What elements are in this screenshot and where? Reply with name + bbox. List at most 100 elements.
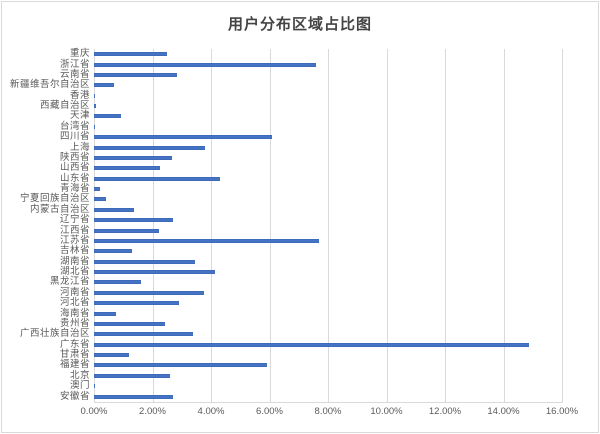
bar-row: 黑龙江省 bbox=[50, 277, 562, 287]
bar bbox=[94, 145, 206, 150]
bar-row: 重庆 bbox=[70, 49, 562, 59]
gridline bbox=[269, 49, 271, 403]
category-label: 上海 bbox=[69, 141, 90, 153]
bar bbox=[94, 166, 161, 171]
bar-row: 河南省 bbox=[60, 287, 562, 298]
bar bbox=[94, 83, 115, 88]
bar-row: 青海省 bbox=[60, 184, 562, 194]
category-label: 江西省 bbox=[59, 224, 90, 236]
plot-area: 重庆 浙江省 云南省 新疆维吾尔自治区 香港 西藏自治区 天津 台湾省 四川省 上海 陕西省 山西省山… bbox=[10, 49, 563, 403]
category-label: 北京 bbox=[69, 369, 90, 381]
bar-row: 江西省 bbox=[60, 225, 562, 235]
category-label: 贵州省 bbox=[59, 317, 90, 329]
category-label: 福建省 bbox=[59, 359, 90, 371]
bar-row: 北京 bbox=[70, 370, 562, 381]
bar-row: 安徽省 bbox=[60, 391, 562, 401]
bar bbox=[94, 62, 317, 67]
bar-row: 福建省 bbox=[60, 360, 562, 370]
bar bbox=[94, 321, 166, 326]
category-label: 重庆 bbox=[69, 48, 90, 60]
bar bbox=[94, 249, 132, 254]
category-label: 安徽省 bbox=[59, 390, 90, 402]
bar bbox=[94, 207, 134, 212]
bar bbox=[94, 280, 142, 285]
bar bbox=[94, 155, 173, 160]
category-label: 台湾省 bbox=[59, 120, 90, 132]
bar-row: 辽宁省 bbox=[60, 215, 562, 225]
bar-row: 四川省 bbox=[60, 132, 562, 142]
chart-title: 用户分布区域占比图 bbox=[227, 16, 372, 33]
bar-row: 广东省 bbox=[60, 339, 562, 350]
bar bbox=[94, 238, 320, 243]
gridline bbox=[94, 49, 95, 403]
bar-row: 内蒙古自治区 bbox=[30, 204, 562, 215]
category-label: 黑龙江省 bbox=[49, 276, 90, 288]
category-label: 浙江省 bbox=[59, 58, 90, 70]
bar bbox=[94, 342, 529, 347]
category-label: 湖南省 bbox=[59, 255, 90, 267]
bar-row: 贵州省 bbox=[60, 318, 562, 329]
category-label: 宁夏回族自治区 bbox=[19, 193, 90, 205]
x-tick-label: 8.00% bbox=[314, 406, 342, 417]
bar-row: 云南省 bbox=[60, 69, 562, 80]
category-label: 云南省 bbox=[59, 68, 90, 80]
category-label: 四川省 bbox=[59, 131, 90, 143]
bar bbox=[94, 176, 221, 181]
bar-row: 澳门 bbox=[70, 381, 562, 391]
bar bbox=[94, 363, 267, 368]
bar bbox=[94, 259, 195, 264]
bar-row: 台湾省 bbox=[60, 121, 562, 132]
category-label: 甘肃省 bbox=[59, 349, 90, 361]
bar-row: 甘肃省 bbox=[60, 350, 562, 360]
category-label: 广西壮族自治区 bbox=[19, 328, 90, 340]
bar-row: 湖南省 bbox=[60, 256, 562, 267]
bar bbox=[94, 228, 159, 233]
bar bbox=[94, 197, 106, 202]
bar-rows: 重庆 浙江省 云南省 新疆维吾尔自治区 香港 西藏自治区 天津 台湾省 四川省 上海 陕西省 山西省山… bbox=[10, 49, 562, 402]
bar-row: 湖北省 bbox=[60, 267, 562, 277]
category-label: 吉林省 bbox=[59, 245, 90, 257]
x-tick-label: 10.00% bbox=[370, 406, 403, 417]
category-label: 香港 bbox=[69, 89, 90, 101]
category-label: 内蒙古自治区 bbox=[29, 203, 90, 215]
x-tick-label: 2.00% bbox=[139, 406, 166, 417]
category-label: 江苏省 bbox=[59, 234, 90, 246]
gridline bbox=[445, 49, 446, 403]
bar bbox=[94, 394, 173, 399]
x-axis: 0.00% 2.00% 4.00% 6.00% 8.00% 10.00% 12.00% 14.… bbox=[81, 406, 579, 422]
bar bbox=[94, 114, 121, 119]
bar bbox=[94, 373, 171, 378]
gridline bbox=[211, 49, 212, 403]
bar bbox=[94, 52, 168, 57]
bar-row: 天津 bbox=[70, 111, 562, 121]
bar-row: 香港 bbox=[70, 90, 562, 101]
category-label: 山东省 bbox=[59, 172, 90, 184]
bar-row: 上海 bbox=[70, 142, 562, 152]
category-label: 新疆维吾尔自治区 bbox=[9, 79, 90, 91]
bar bbox=[94, 353, 130, 358]
x-tick-label: 0.00% bbox=[80, 406, 108, 417]
bar bbox=[94, 332, 193, 337]
bar-row: 宁夏回族自治区 bbox=[20, 194, 562, 204]
gridline bbox=[386, 49, 388, 403]
category-label: 陕西省 bbox=[59, 151, 90, 163]
bar bbox=[94, 290, 205, 295]
bar-row: 广西壮族自治区 bbox=[20, 329, 562, 339]
category-label: 广东省 bbox=[59, 338, 90, 350]
category-label: 湖北省 bbox=[59, 266, 90, 278]
bar bbox=[94, 72, 178, 77]
category-label: 海南省 bbox=[59, 307, 90, 319]
x-tick-label: 12.00% bbox=[428, 406, 462, 417]
bar-row: 河北省 bbox=[60, 298, 562, 308]
bar bbox=[94, 104, 97, 109]
category-label: 澳门 bbox=[69, 380, 90, 392]
bar bbox=[94, 218, 174, 223]
x-tick-label: 4.00% bbox=[197, 406, 225, 417]
bar-row: 山西省 bbox=[60, 163, 562, 173]
bar-row: 山东省 bbox=[60, 173, 562, 184]
bar-row: 陕西省 bbox=[60, 152, 562, 163]
bar-row: 江苏省 bbox=[60, 235, 562, 246]
bar-row: 海南省 bbox=[60, 308, 562, 318]
gridline bbox=[503, 49, 505, 403]
